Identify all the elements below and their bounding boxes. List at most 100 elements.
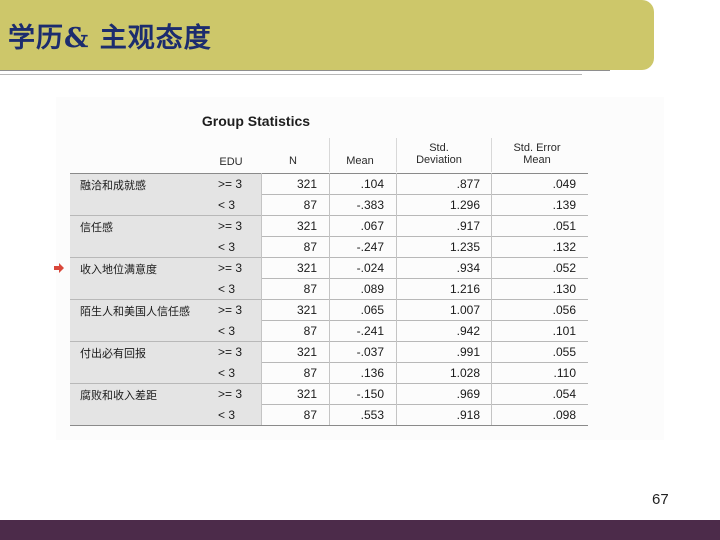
header-std-err-1: Std. Error — [513, 142, 561, 154]
cell-edu: >= 3 — [218, 177, 243, 191]
cell-mean: -.150 — [356, 387, 384, 401]
cell-std-dev: 1.235 — [449, 240, 480, 254]
cell-mean: .089 — [360, 282, 384, 296]
cell-std-err: .110 — [553, 366, 576, 380]
cell-n: 321 — [296, 387, 317, 401]
cell-edu: < 3 — [218, 324, 236, 338]
cell-edu: >= 3 — [218, 387, 243, 401]
group-label-cell — [70, 342, 261, 383]
cell-std-err: .056 — [552, 303, 576, 317]
column-divider — [261, 173, 262, 425]
cell-std-err: .130 — [552, 282, 576, 296]
header-divider — [396, 138, 397, 172]
header-divider — [329, 138, 330, 172]
cell-mean: .104 — [360, 177, 384, 191]
cell-n: 321 — [296, 177, 317, 191]
cell-edu: >= 3 — [218, 303, 243, 317]
header-n: N — [289, 155, 297, 167]
cell-n: 87 — [303, 408, 317, 422]
cell-std-err: .049 — [552, 177, 576, 191]
bottom-bar — [0, 520, 720, 540]
cell-n: 87 — [303, 198, 317, 212]
cell-n: 87 — [303, 366, 317, 380]
cell-n: 321 — [296, 261, 317, 275]
cell-std-dev: .942 — [456, 324, 480, 338]
group-label-cell — [70, 300, 261, 341]
cell-edu: < 3 — [218, 282, 236, 296]
row-rule — [70, 425, 588, 426]
cell-std-dev: .877 — [456, 177, 480, 191]
cell-mean: .065 — [360, 303, 384, 317]
cell-edu: < 3 — [218, 366, 236, 380]
cell-std-err: .101 — [552, 324, 576, 338]
title-bar — [0, 0, 654, 70]
column-divider — [329, 173, 330, 425]
cell-n: 87 — [303, 282, 317, 296]
cell-edu: >= 3 — [218, 261, 243, 275]
cell-edu: >= 3 — [218, 219, 243, 233]
page-number: 67 — [652, 491, 669, 508]
cell-std-dev: .918 — [456, 408, 480, 422]
cell-std-dev: .934 — [456, 261, 480, 275]
row-rule — [261, 404, 588, 405]
cell-mean: -.037 — [356, 345, 384, 359]
cell-edu: < 3 — [218, 240, 236, 254]
header-std-err-2: Mean — [523, 154, 551, 166]
cell-std-dev: 1.216 — [449, 282, 480, 296]
cell-mean: -.383 — [356, 198, 384, 212]
header-std-dev-2: Deviation — [416, 154, 462, 166]
arrow-right-icon — [54, 263, 64, 273]
cell-std-dev: 1.296 — [449, 198, 480, 212]
cell-std-err: .132 — [552, 240, 576, 254]
row-rule — [261, 278, 588, 279]
cell-edu: < 3 — [218, 408, 236, 422]
cell-mean: -.247 — [356, 240, 384, 254]
header-std-dev-1: Std. — [429, 142, 449, 154]
cell-std-dev: .969 — [456, 387, 480, 401]
cell-std-err: .054 — [552, 387, 576, 401]
cell-n: 321 — [296, 303, 317, 317]
cell-mean: -.024 — [356, 261, 384, 275]
cell-n: 87 — [303, 324, 317, 338]
group-label: 腐败和收入差距 — [80, 389, 157, 402]
row-rule — [261, 320, 588, 321]
header-divider — [491, 138, 492, 172]
cell-mean: .067 — [360, 219, 384, 233]
group-label-cell — [70, 174, 261, 215]
group-label: 付出必有回报 — [80, 347, 146, 360]
row-rule — [261, 236, 588, 237]
cell-std-dev: 1.007 — [449, 303, 480, 317]
slide-title: 学历& 主观态度 — [8, 23, 212, 54]
cell-std-err: .052 — [552, 261, 576, 275]
cell-std-err: .139 — [552, 198, 576, 212]
cell-mean: .553 — [360, 408, 384, 422]
cell-n: 321 — [296, 345, 317, 359]
cell-std-dev: .991 — [456, 345, 480, 359]
cell-mean: -.241 — [356, 324, 384, 338]
cell-n: 321 — [296, 219, 317, 233]
cell-std-err: .055 — [552, 345, 576, 359]
cell-std-dev: 1.028 — [449, 366, 480, 380]
group-label: 信任感 — [80, 221, 113, 234]
header-edu: EDU — [219, 156, 243, 168]
cell-std-dev: .917 — [456, 219, 480, 233]
table-title: Group Statistics — [201, 113, 311, 129]
group-label: 融洽和成就感 — [80, 179, 146, 192]
column-divider — [491, 173, 492, 425]
column-divider — [396, 173, 397, 425]
group-label-cell — [70, 216, 261, 257]
title-rule — [0, 70, 610, 71]
cell-std-err: .051 — [552, 219, 576, 233]
group-label: 收入地位满意度 — [80, 263, 157, 276]
row-rule — [261, 362, 588, 363]
header-mean: Mean — [346, 155, 374, 167]
title-rule-secondary — [0, 74, 582, 75]
group-label: 陌生人和美国人信任感 — [80, 305, 190, 318]
cell-mean: .136 — [360, 366, 384, 380]
group-label-cell — [70, 258, 261, 299]
row-rule — [261, 194, 588, 195]
cell-n: 87 — [303, 240, 317, 254]
cell-edu: >= 3 — [218, 345, 243, 359]
group-label-cell — [70, 384, 261, 425]
cell-edu: < 3 — [218, 198, 236, 212]
